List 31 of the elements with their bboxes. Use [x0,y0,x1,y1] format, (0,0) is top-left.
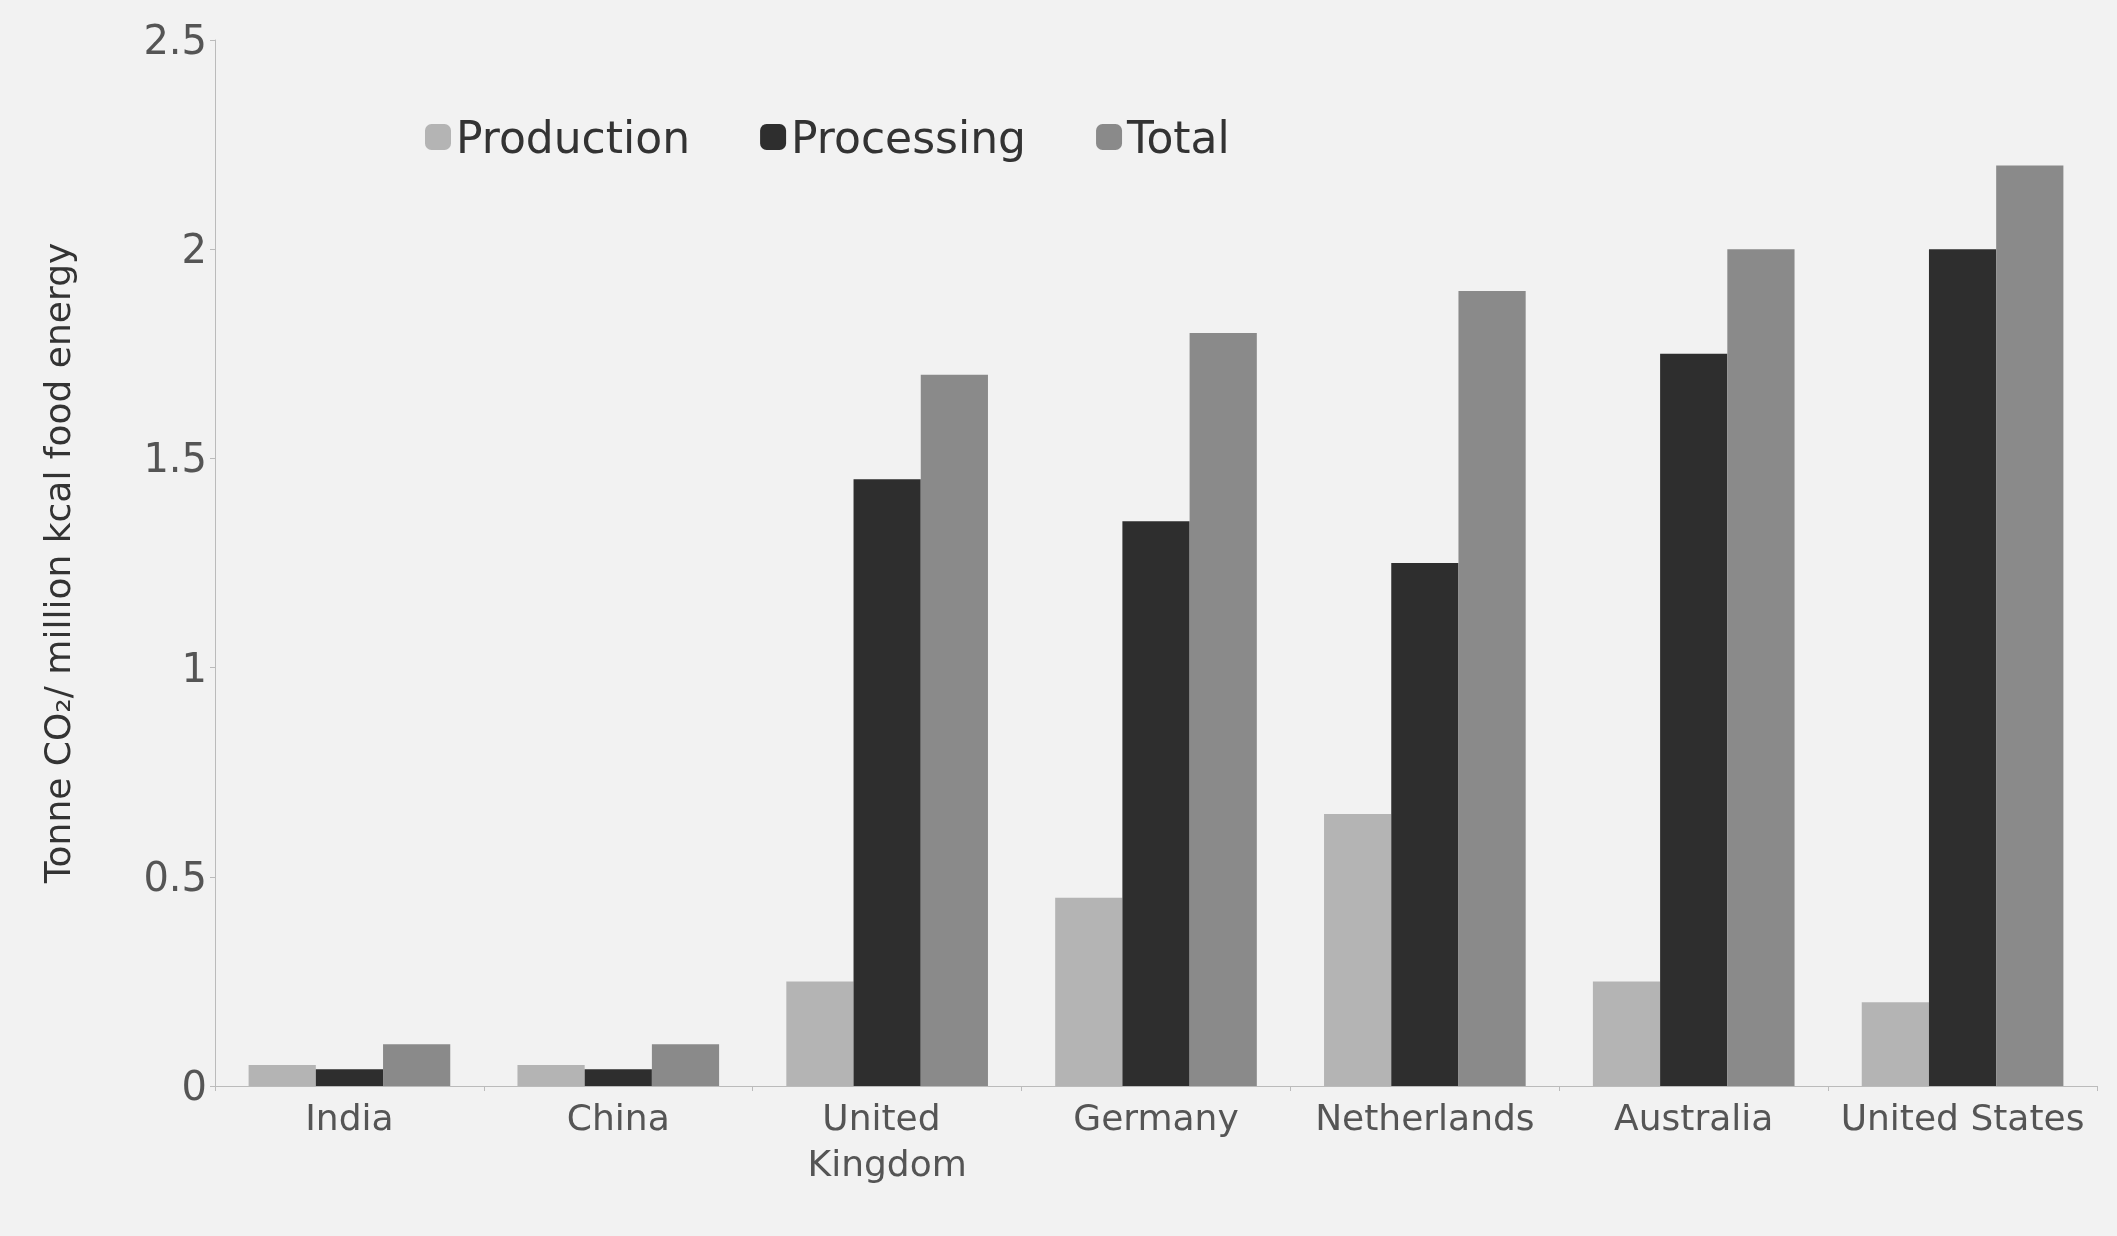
bar [920,374,988,1086]
x-tick-label: Australia [1614,1096,1774,1138]
y-tick-label: 1.5 [143,435,207,482]
bar [1660,353,1728,1086]
bar [651,1044,720,1086]
x-tick-label: Germany [1073,1096,1239,1138]
bar [383,1044,451,1086]
y-tick-label: 2.5 [143,17,207,63]
y-tick-label: 2 [181,226,207,273]
x-tick-label: United Kingdom [807,1096,967,1184]
y-tick-label: 0 [181,1063,207,1109]
x-tick-label: India [305,1096,394,1138]
x-tick-label: Netherlands [1315,1096,1535,1138]
bar [1727,249,1795,1086]
y-tick-label: 1 [181,644,207,691]
x-tick-label: China [566,1096,670,1138]
bar [1189,332,1257,1086]
bar [1391,563,1459,1086]
bar [1122,521,1190,1086]
legend-label: Production [456,111,691,163]
legend-label: Processing [791,111,1027,163]
bar [584,1069,652,1086]
legend-label: Total [1126,111,1230,163]
y-axis-title: Tonne CO₂/ million kcal food energy [36,242,78,885]
bar [853,479,921,1086]
x-tick-label: United States [1840,1096,2085,1138]
bar [1458,291,1526,1086]
bar [315,1069,384,1086]
bar [1996,165,2064,1086]
y-tick-label: 0.5 [143,853,207,900]
bar [1928,249,1997,1086]
